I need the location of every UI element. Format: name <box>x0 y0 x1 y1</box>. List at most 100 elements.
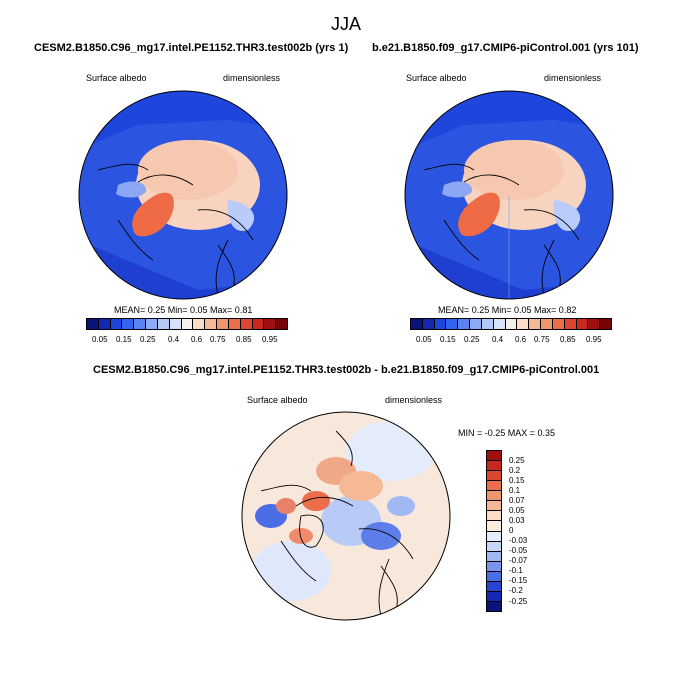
left-colorbar-tick: 0.25 <box>140 335 156 344</box>
diff-colorbar-tick: 0.07 <box>509 496 525 505</box>
right-colorbar-swatch <box>541 319 553 329</box>
right-colorbar-swatch <box>564 319 577 329</box>
right-polar-map <box>404 90 614 300</box>
right-colorbar-swatch <box>434 319 447 329</box>
left-polar-map <box>78 90 288 300</box>
right-colorbar-swatch <box>446 319 459 329</box>
left-colorbar-swatch <box>181 319 194 329</box>
diff-colorbar-swatch <box>487 461 501 472</box>
diff-colorbar <box>486 450 502 612</box>
right-colorbar-tick: 0.15 <box>440 335 456 344</box>
diff-colorbar-tick: 0.1 <box>509 486 521 495</box>
left-colorbar-tick: 0.15 <box>116 335 132 344</box>
left-colorbar-tick: 0.95 <box>262 335 278 344</box>
right-colorbar-tick: 0.25 <box>464 335 480 344</box>
left-colorbar-swatch <box>157 319 170 329</box>
right-colorbar-swatch <box>493 319 506 329</box>
diff-colorbar-swatch <box>487 541 501 552</box>
diff-colorbar-swatch <box>487 501 501 512</box>
right-colorbar-swatch <box>458 319 471 329</box>
right-colorbar-swatch <box>422 319 435 329</box>
left-stats: MEAN= 0.25 Min= 0.05 Max= 0.81 <box>114 305 253 315</box>
left-panel-title: CESM2.B1850.C96_mg17.intel.PE1152.THR3.t… <box>34 42 349 54</box>
diff-colorbar-tick: -0.2 <box>509 586 523 595</box>
diff-colorbar-tick: 0 <box>509 526 514 535</box>
right-colorbar-swatch <box>505 319 518 329</box>
diff-colorbar-swatch <box>487 591 501 602</box>
left-colorbar-swatch <box>110 319 123 329</box>
right-colorbar-swatch <box>588 319 601 329</box>
diff-colorbar-tick: 0.05 <box>509 506 525 515</box>
right-variable-label: Surface albedo <box>406 73 467 83</box>
diff-colorbar-tick: 0.2 <box>509 466 521 475</box>
diff-colorbar-swatch <box>487 571 501 582</box>
left-colorbar-swatch <box>252 319 265 329</box>
left-colorbar-swatch <box>193 319 206 329</box>
left-colorbar-tick: 0.75 <box>210 335 226 344</box>
diff-polar-map <box>241 411 451 621</box>
diff-colorbar-tick: -0.1 <box>509 566 523 575</box>
diff-colorbar-swatch <box>487 551 501 562</box>
left-colorbar-swatch <box>264 319 277 329</box>
left-units-label: dimensionless <box>223 73 281 83</box>
diff-colorbar-swatch <box>487 491 501 502</box>
diff-colorbar-swatch <box>487 451 501 462</box>
right-colorbar-swatch <box>529 319 542 329</box>
right-colorbar-tick: 0.05 <box>416 335 432 344</box>
right-colorbar-tick: 0.4 <box>492 335 504 344</box>
diff-colorbar-tick: -0.15 <box>509 576 528 585</box>
diff-stats: MIN = -0.25 MAX = 0.35 <box>458 428 556 438</box>
diff-colorbar-swatch <box>487 581 501 592</box>
right-panel-title: b.e21.B1850.f09_g17.CMIP6-piControl.001 … <box>372 42 639 54</box>
diff-colorbar-tick: -0.03 <box>509 536 528 545</box>
left-colorbar-swatch <box>98 319 111 329</box>
diff-colorbar-tick: -0.07 <box>509 556 528 565</box>
left-colorbar-swatch <box>228 319 241 329</box>
figure-title: JJA <box>331 14 362 34</box>
left-variable-label: Surface albedo <box>86 73 147 83</box>
right-colorbar-swatch <box>470 319 482 329</box>
right-colorbar-swatch <box>576 319 589 329</box>
left-colorbar-swatch <box>146 319 158 329</box>
right-colorbar-swatch <box>517 319 530 329</box>
diff-variable-label: Surface albedo <box>247 395 308 405</box>
diff-panel-title: CESM2.B1850.C96_mg17.intel.PE1152.THR3.t… <box>93 364 600 376</box>
left-colorbar-swatch <box>240 319 253 329</box>
right-colorbar-swatch <box>600 319 612 329</box>
left-colorbar-tick: 0.6 <box>191 335 203 344</box>
left-colorbar-swatch <box>276 319 288 329</box>
right-colorbar-swatch <box>552 319 565 329</box>
left-colorbar-swatch <box>169 319 182 329</box>
diff-units-label: dimensionless <box>385 395 443 405</box>
right-colorbar-tick: 0.85 <box>560 335 576 344</box>
right-colorbar-tick: 0.6 <box>515 335 527 344</box>
diff-colorbar-swatch <box>487 601 501 611</box>
diff-colorbar-tick: 0.03 <box>509 516 525 525</box>
right-colorbar-swatch <box>481 319 494 329</box>
diff-colorbar-tick: -0.05 <box>509 546 528 555</box>
diff-colorbar-swatch <box>487 521 501 532</box>
left-colorbar-tick: 0.85 <box>236 335 252 344</box>
diff-colorbar-tick: 0.25 <box>509 456 525 465</box>
left-colorbar <box>86 318 288 330</box>
right-colorbar <box>410 318 612 330</box>
left-colorbar-swatch <box>205 319 218 329</box>
right-colorbar-tick: 0.75 <box>534 335 550 344</box>
right-colorbar-tick: 0.95 <box>586 335 602 344</box>
diff-colorbar-swatch <box>487 471 501 482</box>
left-colorbar-tick: 0.05 <box>92 335 108 344</box>
diff-colorbar-swatch <box>487 561 501 572</box>
diff-colorbar-swatch <box>487 511 501 522</box>
diff-colorbar-tick: 0.15 <box>509 476 525 485</box>
left-colorbar-swatch <box>217 319 229 329</box>
diff-colorbar-swatch <box>487 531 501 542</box>
right-stats: MEAN= 0.25 Min= 0.05 Max= 0.82 <box>438 305 577 315</box>
left-colorbar-swatch <box>87 319 99 329</box>
left-colorbar-swatch <box>122 319 135 329</box>
left-colorbar-swatch <box>134 319 147 329</box>
diff-colorbar-swatch <box>487 481 501 492</box>
right-colorbar-swatch <box>411 319 423 329</box>
diff-colorbar-tick: -0.25 <box>509 597 528 606</box>
right-units-label: dimensionless <box>544 73 602 83</box>
left-colorbar-tick: 0.4 <box>168 335 180 344</box>
